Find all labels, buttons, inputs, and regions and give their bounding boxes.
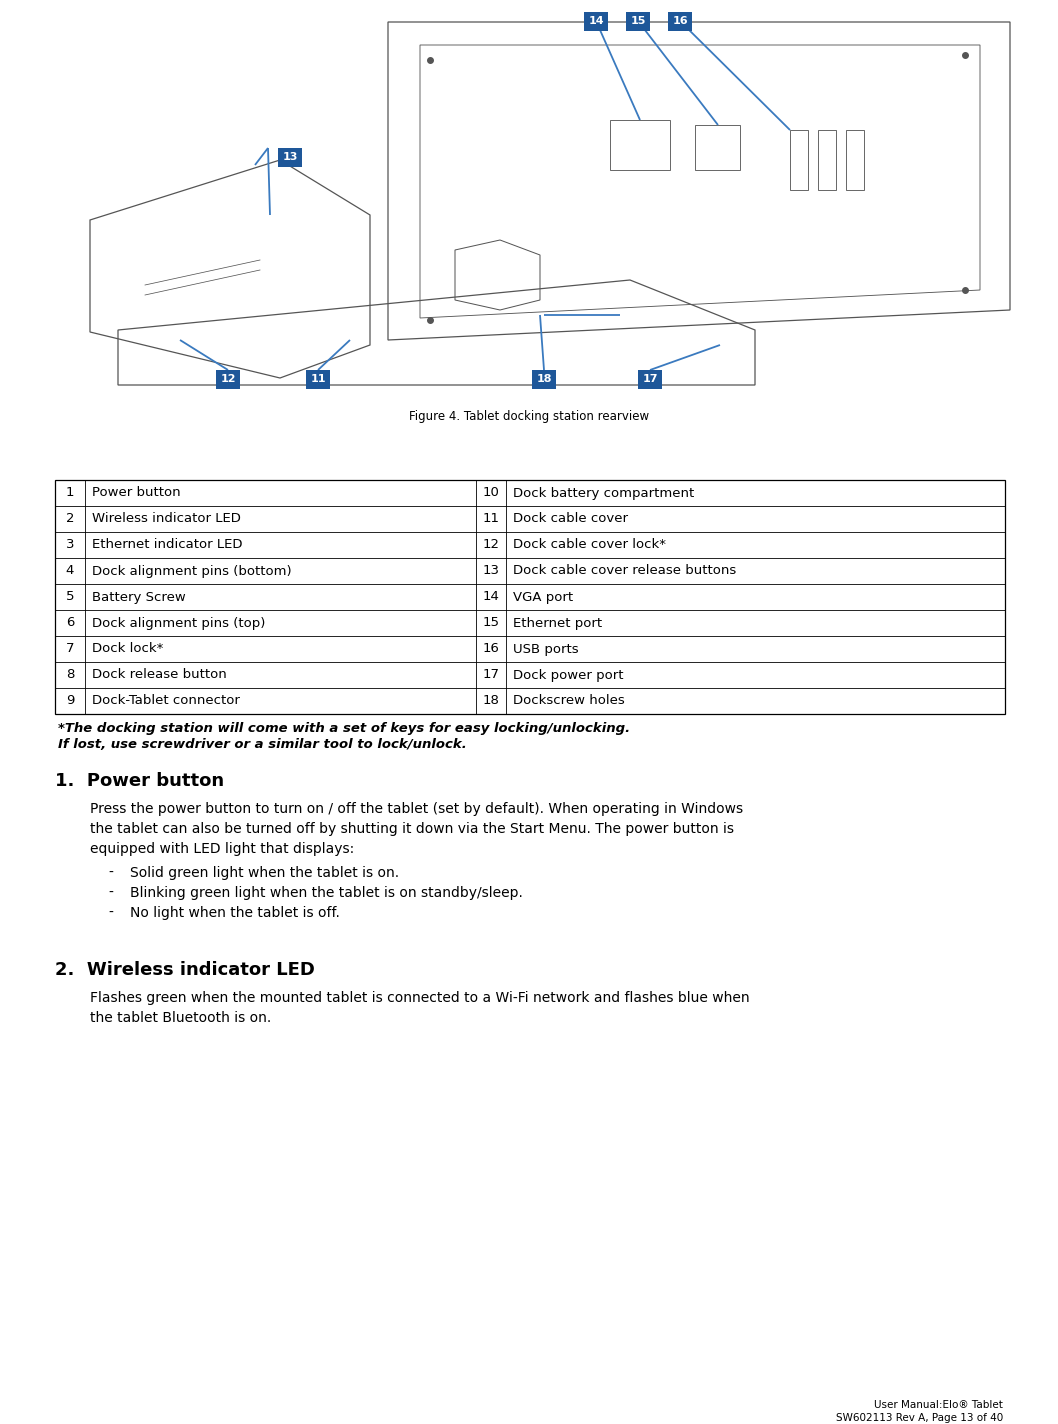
Text: the tablet Bluetooth is on.: the tablet Bluetooth is on.: [90, 1011, 271, 1025]
Text: Dock cable cover release buttons: Dock cable cover release buttons: [513, 564, 736, 578]
Text: User Manual:Elo® Tablet: User Manual:Elo® Tablet: [874, 1400, 1003, 1410]
Text: 6: 6: [66, 617, 74, 629]
Text: 15: 15: [631, 16, 645, 26]
Text: 11: 11: [310, 375, 326, 384]
Text: 13: 13: [282, 152, 297, 162]
Text: 2.  Wireless indicator LED: 2. Wireless indicator LED: [55, 961, 315, 980]
Text: Dock release button: Dock release button: [92, 668, 226, 682]
Text: USB ports: USB ports: [513, 642, 579, 655]
Text: 5: 5: [66, 591, 74, 604]
Text: 16: 16: [672, 16, 688, 26]
Bar: [610, 120, 670, 169]
Text: equipped with LED light that displays:: equipped with LED light that displays:: [90, 842, 354, 856]
Bar: [695, 125, 740, 169]
Text: Dock alignment pins (bottom): Dock alignment pins (bottom): [92, 564, 292, 578]
Bar: [55, 480, 1005, 713]
Text: the tablet can also be turned off by shutting it down via the Start Menu. The po: the tablet can also be turned off by shu…: [90, 822, 734, 836]
Text: No light when the tablet is off.: No light when the tablet is off.: [130, 906, 340, 920]
Bar: [818, 130, 836, 189]
Text: -: -: [108, 906, 113, 920]
Text: Power button: Power button: [92, 487, 181, 500]
Text: 17: 17: [482, 668, 499, 682]
Text: 11: 11: [482, 513, 499, 525]
Text: -: -: [108, 886, 113, 900]
Text: Dock power port: Dock power port: [513, 668, 623, 682]
Text: 14: 14: [588, 16, 604, 26]
Text: Solid green light when the tablet is on.: Solid green light when the tablet is on.: [130, 866, 399, 880]
Text: Dock cable cover lock*: Dock cable cover lock*: [513, 538, 665, 551]
Text: 1: 1: [66, 487, 74, 500]
Bar: [584, 11, 608, 30]
Text: Dock battery compartment: Dock battery compartment: [513, 487, 694, 500]
Text: 8: 8: [66, 668, 74, 682]
Text: 12: 12: [482, 538, 499, 551]
Text: 4: 4: [66, 564, 74, 578]
Text: -: -: [108, 866, 113, 880]
Text: 18: 18: [536, 375, 552, 384]
Text: Ethernet indicator LED: Ethernet indicator LED: [92, 538, 242, 551]
Bar: [278, 148, 302, 167]
Text: 9: 9: [66, 695, 74, 708]
Text: 10: 10: [482, 487, 499, 500]
Text: 7: 7: [66, 642, 74, 655]
Text: Dockscrew holes: Dockscrew holes: [513, 695, 625, 708]
Bar: [532, 369, 557, 389]
Text: Ethernet port: Ethernet port: [513, 617, 602, 629]
Text: Wireless indicator LED: Wireless indicator LED: [92, 513, 241, 525]
Bar: [790, 130, 808, 189]
Text: Flashes green when the mounted tablet is connected to a Wi-Fi network and flashe: Flashes green when the mounted tablet is…: [90, 991, 750, 1005]
Text: 17: 17: [642, 375, 658, 384]
Text: 3: 3: [66, 538, 74, 551]
Text: Blinking green light when the tablet is on standby/sleep.: Blinking green light when the tablet is …: [130, 886, 523, 900]
Text: Battery Screw: Battery Screw: [92, 591, 186, 604]
Text: 15: 15: [482, 617, 499, 629]
Text: Figure 4. Tablet docking station rearview: Figure 4. Tablet docking station rearvie…: [409, 410, 649, 423]
Text: Press the power button to turn on / off the tablet (set by default). When operat: Press the power button to turn on / off …: [90, 802, 743, 816]
Bar: [216, 369, 240, 389]
Text: 18: 18: [482, 695, 499, 708]
Text: 12: 12: [220, 375, 236, 384]
Text: 1.  Power button: 1. Power button: [55, 772, 224, 790]
Bar: [846, 130, 864, 189]
Text: Dock alignment pins (top): Dock alignment pins (top): [92, 617, 266, 629]
Text: If lost, use screwdriver or a similar tool to lock/unlock.: If lost, use screwdriver or a similar to…: [58, 738, 467, 750]
Text: *The docking station will come with a set of keys for easy locking/unlocking.: *The docking station will come with a se…: [58, 722, 631, 735]
Bar: [626, 11, 650, 30]
Bar: [306, 369, 330, 389]
Text: Dock-Tablet connector: Dock-Tablet connector: [92, 695, 240, 708]
Text: 13: 13: [482, 564, 499, 578]
Text: 16: 16: [482, 642, 499, 655]
Text: SW602113 Rev A, Page 13 of 40: SW602113 Rev A, Page 13 of 40: [836, 1413, 1003, 1423]
Text: 14: 14: [482, 591, 499, 604]
Text: Dock lock*: Dock lock*: [92, 642, 163, 655]
Text: 2: 2: [66, 513, 74, 525]
Bar: [638, 369, 662, 389]
Bar: [668, 11, 692, 30]
Text: VGA port: VGA port: [513, 591, 573, 604]
Text: Dock cable cover: Dock cable cover: [513, 513, 628, 525]
